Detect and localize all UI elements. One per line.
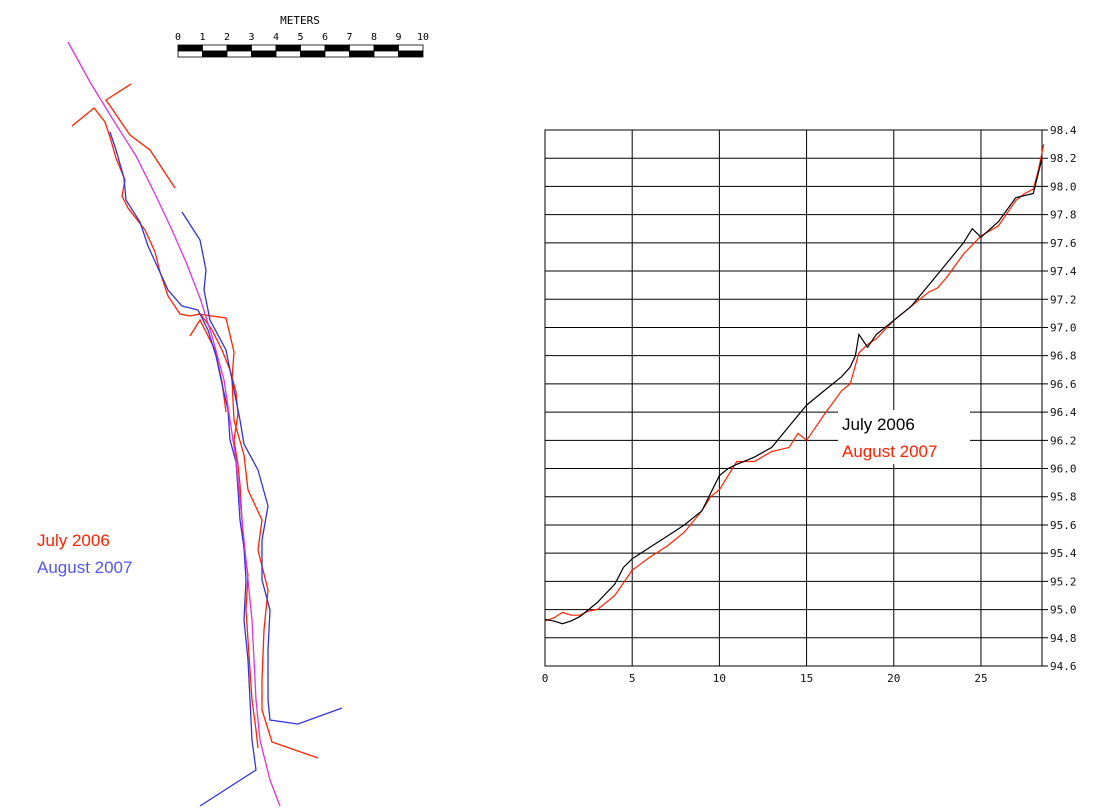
y-tick-label: 97.6: [1050, 237, 1077, 250]
map-centerline: [67, 41, 281, 807]
x-tick-label: 25: [974, 672, 987, 685]
x-tick-label: 0: [542, 672, 549, 685]
map-line-july-top-branch: [105, 83, 176, 189]
scale-bar: METERS 0 1 2 3 4 5 6 7 8 9 10: [175, 14, 429, 58]
y-tick-label: 98.0: [1050, 180, 1077, 193]
scale-bar-segment: [202, 44, 228, 52]
y-tick-label: 94.6: [1050, 660, 1077, 673]
scale-bar-segment: [251, 50, 277, 58]
x-tick-label: 20: [887, 672, 900, 685]
y-tick-label: 96.8: [1050, 350, 1077, 363]
scale-bar-segment: [373, 44, 399, 52]
scale-bar-title: METERS: [280, 14, 320, 27]
scale-bar-label: 5: [297, 32, 303, 43]
y-tick-label: 97.2: [1050, 293, 1077, 306]
profile-legend: July 2006 August 2007: [838, 410, 970, 464]
scale-bar-segment: [275, 50, 301, 58]
scale-bar-label: 9: [395, 32, 401, 43]
map-series-august: [109, 131, 343, 807]
map-line-july-upper-bank: [71, 107, 259, 749]
scale-bar-segment: [373, 50, 399, 58]
map-series-july: [71, 83, 319, 759]
scale-bar-segment: [398, 44, 424, 52]
scale-bar-segment: [226, 50, 252, 58]
map-line-august-right-bank: [181, 211, 343, 725]
y-tick-label: 98.4: [1050, 124, 1077, 137]
scale-bar-label: 3: [248, 32, 254, 43]
x-tick-label: 5: [629, 672, 636, 685]
scale-bar-label: 10: [417, 32, 429, 43]
profile-x-axis: 0 5 10 15 20 25: [542, 672, 988, 685]
y-tick-label: 98.2: [1050, 152, 1077, 165]
profile-y-axis: 94.6 94.8 95.0 95.2 95.4 95.6 95.8 96.0 96.2 96.4…: [1050, 124, 1077, 673]
scale-bar-label: 1: [199, 32, 205, 43]
profile-legend-background: [838, 410, 970, 464]
map-panel: METERS 0 1 2 3 4 5 6 7 8 9 10 July 2006 August 200…: [37, 14, 429, 807]
y-tick-label: 97.4: [1050, 265, 1077, 278]
profile-chart: 94.6 94.8 95.0 95.2 95.4 95.6 95.8 96.0 96.2 96.4…: [542, 124, 1077, 685]
scale-bar-segment: [275, 44, 301, 52]
profile-plot-frame: [544, 129, 1043, 667]
map-line-july-right-bank: [197, 313, 319, 759]
scale-bar-label: 0: [175, 32, 181, 43]
scale-bar-segment: [177, 44, 203, 52]
x-tick-label: 15: [800, 672, 813, 685]
y-tick-label: 96.2: [1050, 434, 1077, 447]
y-tick-label: 95.0: [1050, 604, 1077, 617]
y-tick-label: 96.4: [1050, 406, 1077, 419]
scale-bar-segment: [349, 44, 375, 52]
scale-bar-label: 4: [273, 32, 279, 43]
scale-bar-label: 7: [346, 32, 352, 43]
scale-bar-segment: [177, 50, 203, 58]
x-tick-label: 10: [713, 672, 726, 685]
profile-gridlines-vertical: [544, 130, 982, 666]
scale-bar-segment: [398, 50, 424, 58]
map-legend-july: July 2006: [37, 531, 110, 550]
y-tick-label: 95.4: [1050, 547, 1077, 560]
y-tick-label: 97.8: [1050, 209, 1077, 222]
y-tick-label: 95.2: [1050, 575, 1077, 588]
scale-bar-segment: [226, 44, 252, 52]
profile-legend-august: August 2007: [842, 442, 937, 461]
scale-bar-segment: [300, 50, 326, 58]
map-legend-august: August 2007: [37, 558, 132, 577]
scale-bar-segment: [324, 50, 350, 58]
scale-bar-label: 2: [224, 32, 230, 43]
profile-line-august-2007: [544, 143, 1045, 622]
map-line-august-left-bank: [109, 131, 257, 807]
scale-bar-label: 6: [322, 32, 328, 43]
profile-line-july-2006: [544, 158, 1043, 625]
scale-bar-segment: [300, 44, 326, 52]
y-tick-label: 96.0: [1050, 463, 1077, 476]
y-tick-label: 95.8: [1050, 491, 1077, 504]
y-tick-label: 95.6: [1050, 519, 1077, 532]
y-tick-label: 94.8: [1050, 632, 1077, 645]
scale-bar-segment: [324, 44, 350, 52]
y-tick-label: 96.6: [1050, 378, 1077, 391]
profile-gridlines-horizontal: [545, 129, 1048, 667]
scale-bar-segment: [251, 44, 277, 52]
profile-legend-july: July 2006: [842, 415, 915, 434]
scale-bar-segment: [202, 50, 228, 58]
scale-bar-segment: [349, 50, 375, 58]
scale-bar-label: 8: [371, 32, 377, 43]
y-tick-label: 97.0: [1050, 321, 1077, 334]
